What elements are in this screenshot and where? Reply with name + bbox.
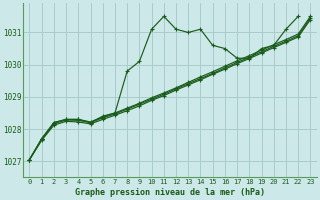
X-axis label: Graphe pression niveau de la mer (hPa): Graphe pression niveau de la mer (hPa) bbox=[75, 188, 265, 197]
